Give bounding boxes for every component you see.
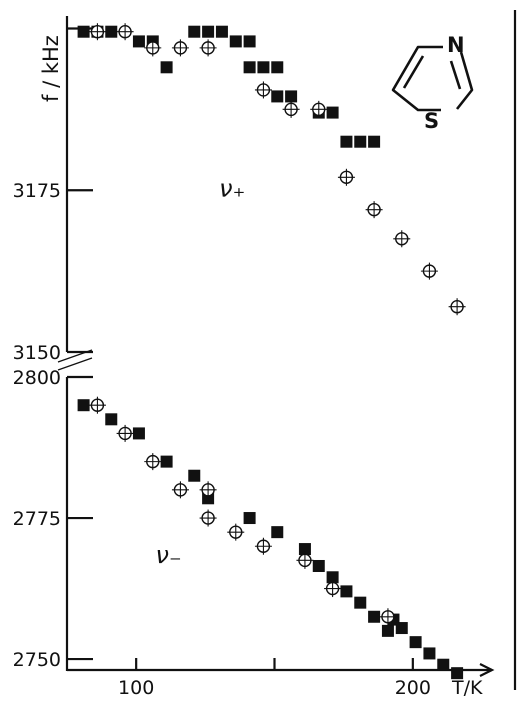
data-point-filled-square <box>271 90 284 103</box>
data-point-filled-square <box>229 35 242 48</box>
data-point-open-crossed-circle <box>116 23 134 41</box>
data-point-open-crossed-circle <box>254 81 272 99</box>
data-point-filled-square <box>340 135 353 148</box>
data-point-open-crossed-circle <box>420 262 438 280</box>
data-point-filled-square <box>202 25 215 38</box>
branch-annotation: ν₋ <box>156 541 182 569</box>
y-tick-label: 3150 <box>13 342 61 364</box>
data-point-filled-square <box>105 25 118 38</box>
y-axis-label: f / kHz <box>39 35 63 102</box>
data-point-filled-square <box>354 135 367 148</box>
data-point-filled-square <box>243 61 256 74</box>
data-point-filled-square <box>188 25 201 38</box>
data-point-open-crossed-circle <box>171 39 189 57</box>
molecule-n-label: N <box>447 33 465 57</box>
data-point-open-crossed-circle <box>254 537 272 555</box>
data-point-open-crossed-circle <box>310 100 328 118</box>
data-point-filled-square <box>381 624 394 637</box>
data-point-open-crossed-circle <box>227 523 245 541</box>
data-point-open-crossed-circle <box>337 168 355 186</box>
data-point-open-crossed-circle <box>144 453 162 471</box>
data-point-filled-square <box>423 647 436 660</box>
data-point-open-crossed-circle <box>199 481 217 499</box>
data-point-filled-square <box>451 667 464 680</box>
data-point-filled-square <box>409 636 422 649</box>
data-point-open-crossed-circle <box>379 608 397 626</box>
data-point-open-crossed-circle <box>393 230 411 248</box>
thiazole-structure: N S <box>391 33 474 133</box>
data-point-filled-square <box>257 61 270 74</box>
x-axis-arrowhead <box>479 663 495 677</box>
data-point-filled-square <box>340 585 353 598</box>
data-point-open-crossed-circle <box>116 424 134 442</box>
branch-annotation: ν₊ <box>219 175 245 203</box>
x-axis-label: T/K <box>451 677 483 699</box>
data-point-filled-square <box>160 455 173 468</box>
data-point-filled-square <box>271 526 284 539</box>
data-point-filled-square <box>326 106 339 119</box>
data-point-filled-square <box>243 512 256 525</box>
y-tick-label: 2800 <box>13 367 61 389</box>
data-point-filled-square <box>243 35 256 48</box>
data-point-filled-square <box>77 399 90 412</box>
data-point-open-crossed-circle <box>199 39 217 57</box>
data-point-filled-square <box>298 543 311 556</box>
data-point-filled-square <box>368 610 381 623</box>
data-point-filled-square <box>312 559 325 572</box>
data-point-open-crossed-circle <box>296 551 314 569</box>
data-point-open-crossed-circle <box>88 23 106 41</box>
data-point-open-crossed-circle <box>199 509 217 527</box>
data-point-open-crossed-circle <box>324 580 342 598</box>
data-point-filled-square <box>160 61 173 74</box>
x-tick-label: 100 <box>118 677 154 699</box>
data-point-open-crossed-circle <box>448 298 466 316</box>
y-tick-label: 2775 <box>13 508 61 530</box>
data-point-filled-square <box>132 427 145 440</box>
data-point-filled-square <box>215 25 228 38</box>
molecule-s-label: S <box>424 109 439 133</box>
data-point-filled-square <box>326 571 339 584</box>
data-point-filled-square <box>395 622 408 635</box>
y-tick-label: 3175 <box>13 180 61 202</box>
data-point-open-crossed-circle <box>282 100 300 118</box>
data-point-filled-square <box>271 61 284 74</box>
data-point-filled-square <box>285 90 298 103</box>
data-point-filled-square <box>188 469 201 482</box>
data-point-open-crossed-circle <box>171 481 189 499</box>
data-point-open-crossed-circle <box>88 396 106 414</box>
data-point-filled-square <box>105 413 118 426</box>
data-point-filled-square <box>77 25 90 38</box>
data-point-filled-square <box>354 596 367 609</box>
data-point-filled-square <box>132 35 145 48</box>
x-tick-label: 200 <box>395 677 431 699</box>
data-point-open-crossed-circle <box>365 201 383 219</box>
data-point-open-crossed-circle <box>144 39 162 57</box>
data-point-filled-square <box>368 135 381 148</box>
y-tick-label: 2750 <box>13 649 61 671</box>
data-point-filled-square <box>437 658 450 671</box>
